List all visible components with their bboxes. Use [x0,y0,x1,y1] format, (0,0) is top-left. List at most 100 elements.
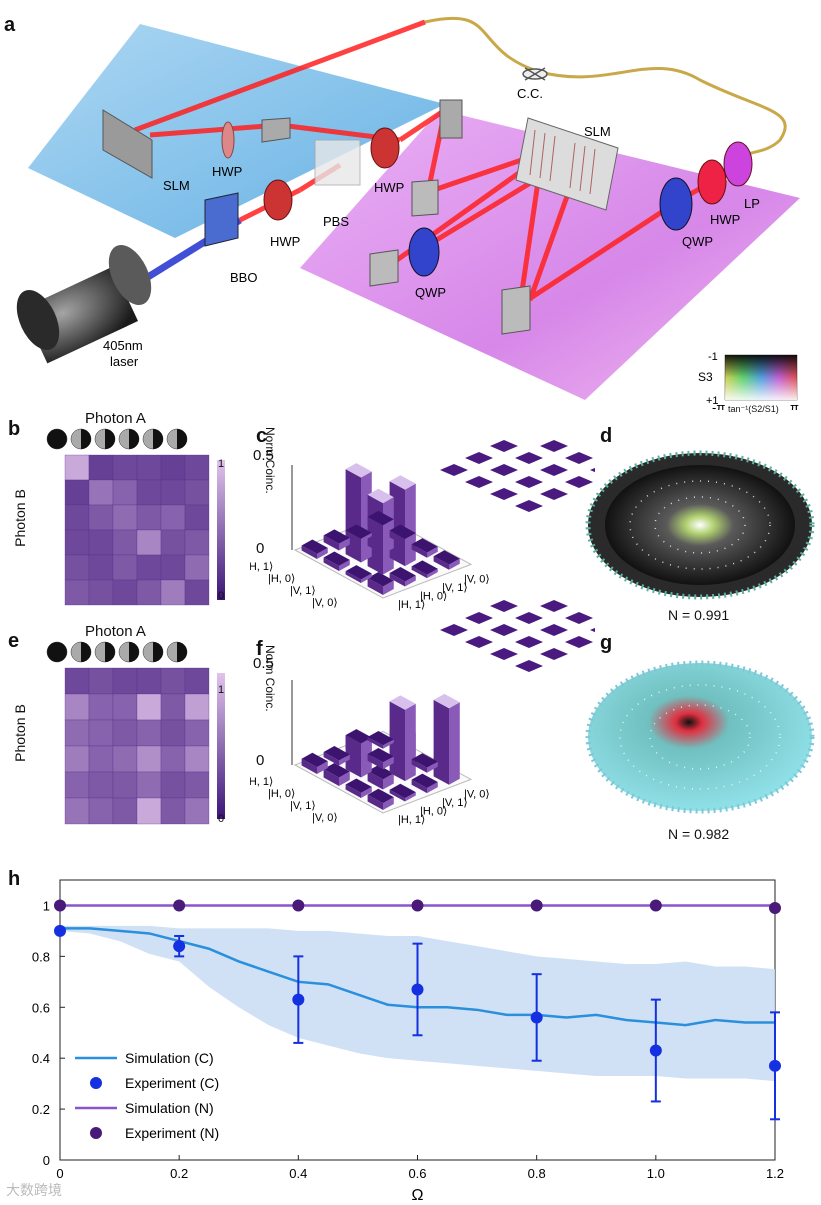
x-tick-label: 0.4 [289,1166,307,1181]
bar-side [345,784,361,798]
heatmap-cell [136,579,162,606]
y-tick-label: 0 [43,1153,50,1168]
bar-top [367,730,394,746]
bar-side [389,789,405,802]
heatmap-cell [160,504,186,531]
inset-tile [565,612,593,624]
bar-top [367,788,394,804]
heatmap-colorbar [217,460,225,600]
axis1-tick: |V, 0⟩ [312,812,338,824]
bar-top [411,773,438,789]
inset-tile [490,464,518,476]
basis-icon-a [46,428,68,450]
bar-top [345,565,372,580]
bar-side [411,566,427,579]
chart-h: 0 0.2 0.4 0.6 0.8 1.0 1.2 0 0.2 0.4 0.6 0.8 1 Ω Simula… [32,879,784,1204]
heatmap-cell [88,693,114,721]
inset-tile [490,624,518,636]
hwp-mid-label: HWP [374,180,404,195]
heatmap-cell [136,771,162,799]
heatmap-cell [112,479,138,506]
bar-front [405,575,416,587]
laser-body [16,245,152,364]
bar-side [389,701,405,761]
bar-top [389,695,416,710]
heatmap-cell [136,745,162,773]
inset-tile [565,636,593,648]
bar-top [301,539,328,554]
bar-front [405,532,416,546]
bar-top [323,763,350,778]
x-axis-label: Ω [412,1187,424,1204]
x-tick-label: 0.2 [170,1166,188,1181]
heatmap-cell [112,719,138,747]
inset-tile [540,600,568,612]
basis-icon-a [46,641,68,663]
heatmap-cell [112,454,138,481]
y-tick-label: 0.4 [32,1051,50,1066]
bar-side [389,530,405,546]
pbs-label: PBS [323,214,349,229]
colorbar-xlabel: tan⁻¹(S2/S1) [728,404,779,414]
axis2-tick: |V, 0⟩ [464,789,490,801]
bar-front [339,771,350,786]
inset-tile [490,488,518,500]
heatmap-cell [64,693,90,721]
disc-g [585,660,815,814]
legend-label: Experiment (N) [125,1125,219,1141]
bar-front [427,568,438,579]
bar-front [427,761,438,773]
axis2-tick: |V, 0⟩ [464,574,490,586]
heatmap-cell [184,797,210,825]
panel-a-letter: a [4,14,16,36]
basis-icon-a-half [105,429,115,449]
axis2-tick: |H, 1⟩ [398,814,425,826]
inset-tile [515,660,543,672]
axis1-tick: |V, 0⟩ [312,597,338,609]
bar-side [367,794,383,810]
heatmap-e-cb-max: 1 [218,684,225,696]
heatmap-cell [88,771,114,799]
heatmap-b-cb-min: 0 [218,590,225,602]
bbo-label: BBO [230,270,257,285]
bar3d-f: |H, 1⟩|H, 0⟩|V, 1⟩|V, 0⟩|H, 1⟩|H, 0⟩|V, … [250,600,595,826]
heatmap-cell [88,797,114,825]
legend-label: Simulation (C) [125,1050,214,1066]
mirror-5 [501,285,531,335]
inset-tile [465,636,493,648]
basis-icon-a-half [153,642,163,662]
experiment-n-point [54,899,66,912]
heatmap-cell [88,745,114,773]
axis1-tick: |H, 1⟩ [250,776,273,788]
inset-tile [515,500,543,512]
bar-top [345,524,372,539]
axis2-tick: |H, 1⟩ [398,599,425,611]
inset-tile [465,612,493,624]
panel-g-letter: g [600,632,613,654]
heatmap-cell [88,504,114,531]
bar-top [367,572,394,587]
bar-side [411,544,427,558]
bar-side [345,571,361,583]
bar-front [383,519,394,534]
inset-tile [590,467,595,473]
heatmap-cell [88,554,114,581]
axis2-tick: |H, 0⟩ [420,590,447,602]
bar-front [361,532,372,543]
mirror-2 [439,99,463,139]
inset-tile [515,636,543,648]
heatmap-cell [64,579,90,606]
experiment-c-point [173,940,186,953]
mirror-3 [411,179,439,217]
heatmap-b-top-label: Photon A [85,410,146,427]
bar3d-c-zmax: 0.5 [253,447,274,464]
bar3d-f-zmax: 0.5 [253,655,274,672]
panel-c-letter: c [256,425,268,447]
heatmap-cell [136,667,162,695]
basis-icon-a-half [177,429,187,449]
experiment-c-point [530,1011,543,1024]
heatmap-cell [184,529,210,556]
mirror-1 [261,117,291,143]
hwp-pump-label: HWP [270,234,300,249]
bar-front [383,773,394,790]
